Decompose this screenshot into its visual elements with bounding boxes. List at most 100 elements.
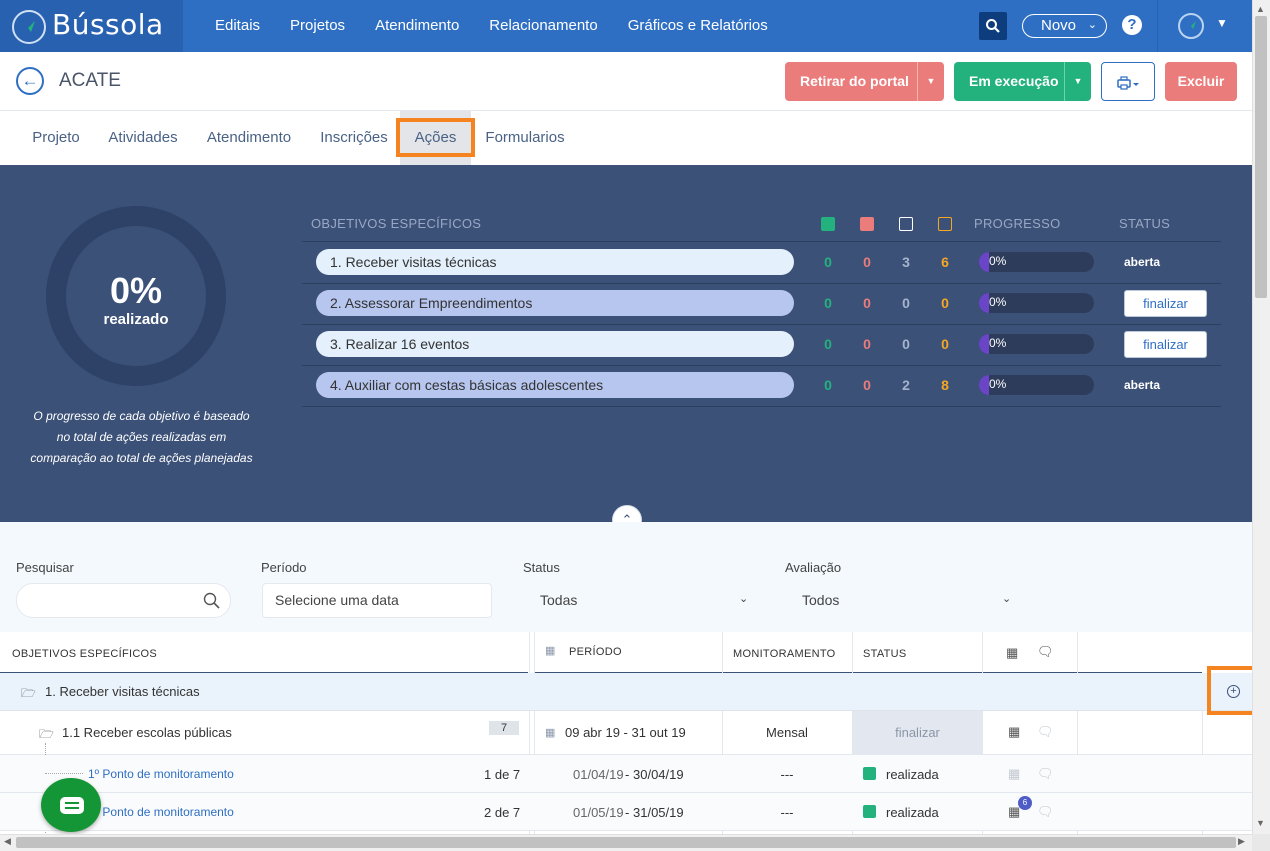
objective-group-row[interactable] <box>0 673 1252 711</box>
scroll-left-icon[interactable]: ◀ <box>4 836 11 846</box>
vertical-scroll-thumb[interactable] <box>1255 16 1267 298</box>
chevron-down-icon: ⌄ <box>1002 593 1012 605</box>
excluir-button[interactable]: Excluir <box>1165 62 1237 101</box>
search-input[interactable] <box>16 583 231 618</box>
note-line: no total de ações realizadas em <box>56 430 227 444</box>
eval-select[interactable]: Todos <box>802 592 840 608</box>
image-icon[interactable]: ▦ <box>1008 804 1021 819</box>
tab-formularios[interactable]: Formularios <box>485 129 565 146</box>
objective-group-label: 1. Receber visitas técnicas <box>45 684 200 699</box>
count-done: 0 <box>824 254 832 270</box>
chevron-down-icon: ⌄ <box>1087 19 1097 31</box>
monitoring-start: 01/05/19 <box>573 805 624 820</box>
tab-inscricoes[interactable]: Inscrições <box>320 129 388 146</box>
avatar[interactable] <box>1178 13 1204 39</box>
folder-icon: 🗁 <box>21 686 36 700</box>
divider <box>1077 632 1078 673</box>
count-late: 0 <box>863 254 871 270</box>
back-arrow-icon[interactable]: ← <box>16 67 44 95</box>
status-dot <box>863 805 876 818</box>
objective-label[interactable]: 2. Assessorar Empreendimentos <box>316 290 794 316</box>
brand-name: Bússola <box>52 8 164 41</box>
eval-filter-label: Avaliação <box>785 560 842 575</box>
image-icon[interactable]: ▦ <box>1008 724 1021 739</box>
period-date-input[interactable]: Selecione uma data <box>262 583 492 618</box>
finalizar-button[interactable]: finalizar <box>1124 331 1207 358</box>
tab-highlight-box <box>396 118 475 157</box>
status-legend-late <box>860 217 874 231</box>
count-done: 0 <box>824 377 832 393</box>
help-icon[interactable]: ? <box>1122 15 1142 35</box>
em-execucao-button[interactable]: Em execução ▼ <box>954 62 1091 101</box>
scroll-down-icon[interactable]: ▼ <box>1256 818 1265 828</box>
count-planned: 6 <box>941 254 949 270</box>
status-dot <box>863 767 876 780</box>
status-select[interactable]: Todas <box>540 592 578 608</box>
comment-icon: 🗨 <box>1037 644 1054 659</box>
horizontal-scroll-thumb[interactable] <box>16 837 1236 848</box>
caret-down-icon[interactable]: ▼ <box>1216 16 1228 30</box>
monitoring-frequency: --- <box>780 805 794 820</box>
finalizar-button[interactable]: finalizar <box>1124 290 1207 317</box>
top-navbar <box>0 0 1252 52</box>
monitoring-end: 31/05/19 <box>633 805 684 820</box>
image-icon[interactable]: ▦ <box>1008 766 1021 781</box>
count-done: 0 <box>824 336 832 352</box>
status-text: aberta <box>1124 378 1161 392</box>
progress-note: O progresso de cada objetivo é baseado n… <box>20 406 263 469</box>
progress-fill <box>979 293 989 313</box>
progress-value: 0% <box>989 254 1007 268</box>
comment-icon[interactable]: 🗨 <box>1037 766 1054 781</box>
count-planned: 8 <box>941 377 949 393</box>
printer-icon <box>1117 75 1139 90</box>
scroll-up-icon[interactable]: ▲ <box>1256 4 1265 14</box>
objectives-header: OBJETIVOS ESPECÍFICOS <box>311 216 482 231</box>
objective-label[interactable]: 4. Auxiliar com cestas básicas adolescen… <box>316 372 794 398</box>
tree-line <box>45 773 83 774</box>
objective-label[interactable]: 1. Receber visitas técnicas <box>316 249 794 275</box>
caret-down-icon[interactable]: ▼ <box>917 62 944 101</box>
status-header: STATUS <box>1119 216 1171 231</box>
scrollbar-corner <box>1252 834 1270 851</box>
caret-down-icon[interactable]: ▼ <box>1064 62 1091 101</box>
date-separator: - <box>625 805 630 820</box>
tab-projeto[interactable]: Projeto <box>32 129 80 146</box>
novo-dropdown[interactable]: Novo ⌄ <box>1022 14 1107 38</box>
add-circle-icon[interactable]: + <box>1227 685 1240 698</box>
monitoring-link[interactable]: 2º Ponto de monitoramento <box>88 805 234 819</box>
retirar-portal-button[interactable]: Retirar do portal ▼ <box>785 62 944 101</box>
monitoring-frequency: --- <box>780 767 794 782</box>
calendar-icon: ▦ <box>545 645 556 657</box>
nav-editais[interactable]: Editais <box>215 17 261 34</box>
page-title: ACATE <box>59 70 121 91</box>
image-count-badge: 6 <box>1018 796 1032 810</box>
note-line: comparação ao total de ações planejadas <box>30 451 253 465</box>
scroll-right-icon[interactable]: ▶ <box>1238 836 1245 846</box>
search-button[interactable] <box>979 12 1007 40</box>
tab-atendimento[interactable]: Atendimento <box>206 129 292 146</box>
progress-bar: 0% <box>979 334 1094 354</box>
nav-atendimento[interactable]: Atendimento <box>375 17 460 34</box>
monitoring-start: 01/04/19 <box>573 767 624 782</box>
nav-projetos[interactable]: Projetos <box>290 17 346 34</box>
print-button[interactable] <box>1101 62 1155 101</box>
action-label[interactable]: 1.1 Receber escolas públicas <box>62 725 232 740</box>
progress-bar: 0% <box>979 252 1094 272</box>
divider <box>534 632 535 834</box>
period-label: Período <box>261 560 307 575</box>
progress-value: 0% <box>989 295 1007 309</box>
objective-label[interactable]: 3. Realizar 16 eventos <box>316 331 794 357</box>
nav-relacionamento[interactable]: Relacionamento <box>489 17 598 34</box>
chevron-down-icon: ⌄ <box>739 593 749 605</box>
objective-row: 3. Realizar 16 eventos 0 0 0 0 0% finali… <box>302 325 1221 366</box>
progress-label: realizado <box>103 311 169 328</box>
nav-graficos[interactable]: Gráficos e Relatórios <box>627 17 768 34</box>
comment-icon[interactable]: 🗨 <box>1037 804 1054 819</box>
tab-atividades[interactable]: Atividades <box>108 129 178 146</box>
finalizar-cell-button[interactable]: finalizar <box>853 711 982 754</box>
progress-value: 0% <box>989 377 1007 391</box>
monitoring-link[interactable]: 1º Ponto de monitoramento <box>88 767 234 781</box>
comment-icon[interactable]: 🗨 <box>1037 724 1054 739</box>
compass-icon <box>12 10 46 44</box>
divider <box>982 632 983 673</box>
